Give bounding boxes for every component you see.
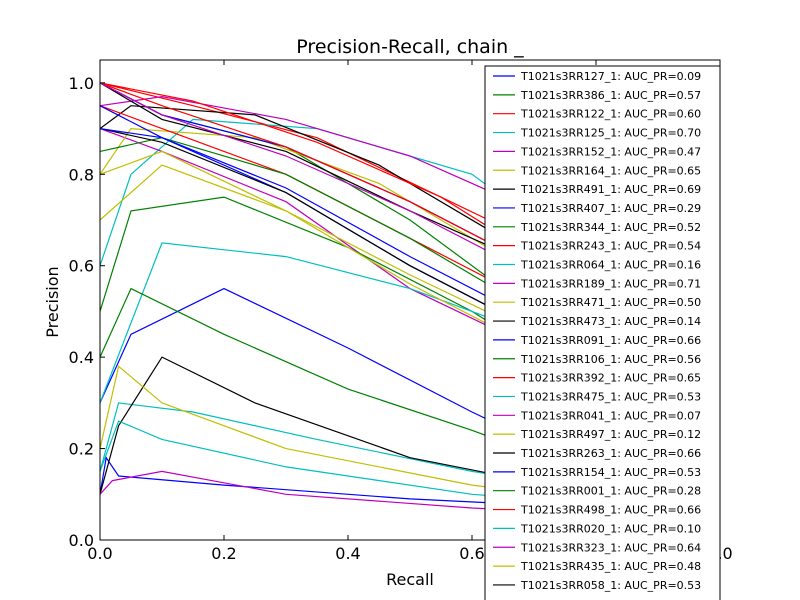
- legend-entry: T1021s3RR099_1: AUC_PR=0.54: [520, 598, 701, 600]
- legend-entry: T1021s3RR473_1: AUC_PR=0.14: [520, 315, 701, 328]
- legend-entry: T1021s3RR091_1: AUC_PR=0.66: [520, 334, 701, 347]
- legend-entry: T1021s3RR344_1: AUC_PR=0.52: [520, 221, 701, 234]
- legend-entry: T1021s3RR125_1: AUC_PR=0.70: [520, 127, 701, 140]
- y-tick-label: 0.4: [69, 348, 94, 367]
- legend-box: [484, 65, 721, 600]
- legend-entry: T1021s3RR106_1: AUC_PR=0.56: [520, 353, 701, 366]
- legend-entry: T1021s3RR122_1: AUC_PR=0.60: [520, 108, 701, 121]
- legend-entry: T1021s3RR498_1: AUC_PR=0.66: [520, 504, 701, 517]
- legend-entry: T1021s3RR475_1: AUC_PR=0.53: [520, 390, 701, 403]
- legend: T1021s3RR127_1: AUC_PR=0.09 T1021s3RR386_…: [484, 65, 721, 600]
- legend-entry: T1021s3RR058_1: AUC_PR=0.53: [520, 579, 701, 592]
- x-tick-label: 0.6: [459, 544, 484, 563]
- legend-entry: T1021s3RR491_1: AUC_PR=0.69: [520, 183, 701, 196]
- x-tick-label: 0.2: [211, 544, 236, 563]
- legend-entry: T1021s3RR154_1: AUC_PR=0.53: [520, 466, 701, 479]
- x-axis-label: Recall: [386, 570, 434, 589]
- legend-entry: T1021s3RR407_1: AUC_PR=0.29: [520, 202, 701, 215]
- legend-entry: T1021s3RR497_1: AUC_PR=0.12: [520, 428, 701, 441]
- chart-title: Precision-Recall, chain _: [296, 36, 524, 58]
- legend-entry: T1021s3RR189_1: AUC_PR=0.71: [520, 277, 701, 290]
- y-tick-label: 0.8: [69, 165, 94, 184]
- legend-entry: T1021s3RR041_1: AUC_PR=0.07: [520, 409, 701, 422]
- legend-entry: T1021s3RR263_1: AUC_PR=0.66: [520, 447, 701, 460]
- y-tick-label: 0.0: [69, 531, 94, 550]
- legend-entry: T1021s3RR386_1: AUC_PR=0.57: [520, 89, 701, 102]
- y-tick-label: 1.0: [69, 74, 94, 93]
- legend-entry: T1021s3RR435_1: AUC_PR=0.48: [520, 560, 701, 573]
- x-tick-label: 0.4: [335, 544, 360, 563]
- y-tick-label: 0.2: [69, 440, 94, 459]
- legend-entry: T1021s3RR243_1: AUC_PR=0.54: [520, 240, 701, 253]
- y-axis-label: Precision: [43, 266, 62, 337]
- x-tick-label: 0.0: [87, 544, 112, 563]
- legend-entry: T1021s3RR471_1: AUC_PR=0.50: [520, 296, 701, 309]
- legend-entry: T1021s3RR152_1: AUC_PR=0.47: [520, 145, 701, 158]
- legend-entry: T1021s3RR020_1: AUC_PR=0.10: [520, 522, 701, 535]
- legend-entry: T1021s3RR392_1: AUC_PR=0.65: [520, 372, 701, 385]
- y-tick-label: 0.6: [69, 257, 94, 276]
- legend-entry: T1021s3RR127_1: AUC_PR=0.09: [520, 70, 701, 83]
- legend-entry: T1021s3RR323_1: AUC_PR=0.64: [520, 541, 701, 554]
- legend-entry: T1021s3RR164_1: AUC_PR=0.65: [520, 164, 701, 177]
- legend-entry: T1021s3RR064_1: AUC_PR=0.16: [520, 259, 701, 272]
- legend-entry: T1021s3RR001_1: AUC_PR=0.28: [520, 485, 701, 498]
